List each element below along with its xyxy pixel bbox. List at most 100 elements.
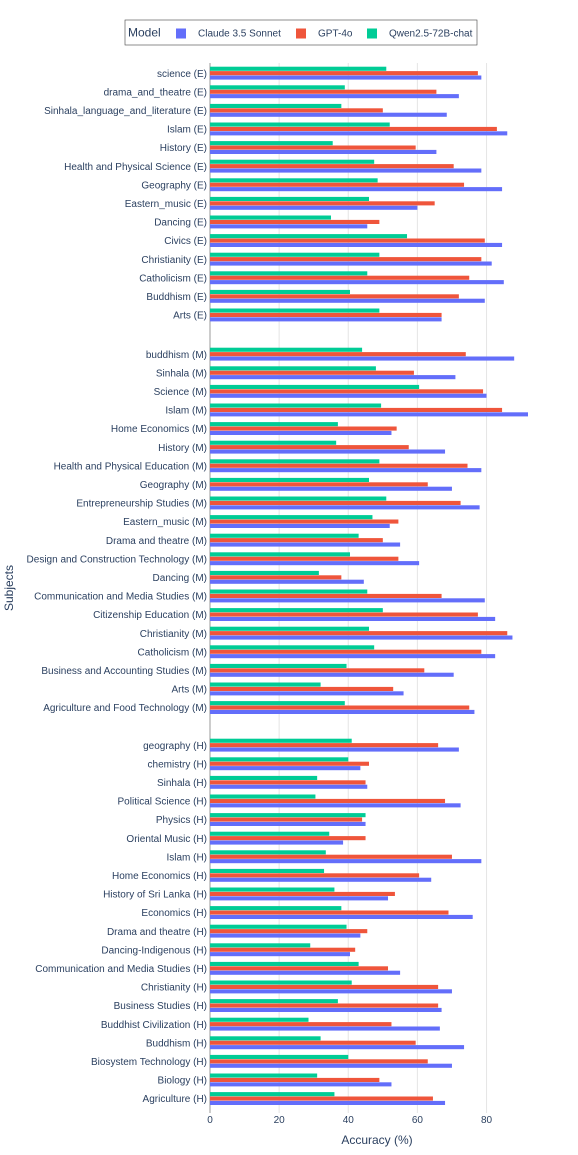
y-tick-label-home-economics-h: Home Economics (H) [112, 871, 207, 882]
legend-title: Model [128, 26, 161, 40]
y-tick-label-history-m: History (M) [158, 443, 207, 454]
bar-claude-3-5-sonnet-christianity-e [210, 261, 492, 266]
y-tick-label-health-and-physical-education-m: Health and Physical Education (M) [54, 461, 207, 472]
y-tick-label-catholicism-e: Catholicism (E) [139, 273, 207, 284]
bar-claude-3-5-sonnet-civics-e [210, 242, 503, 247]
y-tick-label-drama-and-theatre-e: drama_and_theatre (E) [104, 87, 207, 98]
bar-claude-3-5-sonnet-eastern-music-m [210, 523, 390, 528]
bar-qwen2-5-72b-chat-islam-e [210, 122, 390, 127]
bar-qwen2-5-72b-chat-history-e [210, 141, 333, 146]
bar-claude-3-5-sonnet-design-and-construction-technology-m [210, 561, 420, 566]
bar-claude-3-5-sonnet-eastern-music-e [210, 205, 418, 210]
y-tick-label-political-science-h: Political Science (H) [118, 797, 207, 808]
bar-gpt-4o-islam-e [210, 126, 497, 131]
bar-gpt-4o-dancing-indigenous-h [210, 947, 356, 952]
y-tick-label-history-e: History (E) [160, 143, 207, 154]
y-tick-label-buddhist-civilization-h: Buddhist Civilization (H) [101, 1020, 207, 1031]
bar-gpt-4o-buddhist-civilization-h [210, 1022, 392, 1027]
y-tick-label-dancing-indigenous-h: Dancing-Indigenous (H) [101, 945, 207, 956]
y-tick-label-arts-m: Arts (M) [171, 685, 207, 696]
bar-qwen2-5-72b-chat-drama-and-theatre-m [210, 533, 359, 538]
y-tick-label-eastern-music-e: Eastern_music (E) [125, 199, 207, 210]
y-tick-label-communication-and-media-studies-h: Communication and Media Studies (H) [35, 964, 207, 975]
bar-gpt-4o-history-e [210, 145, 416, 150]
bar-claude-3-5-sonnet-dancing-indigenous-h [210, 952, 350, 957]
bar-gpt-4o-islam-m [210, 407, 503, 412]
bar-qwen2-5-72b-chat-islam-m [210, 403, 382, 408]
bar-claude-3-5-sonnet-science-e [210, 75, 482, 80]
bar-gpt-4o-dancing-m [210, 575, 342, 580]
bar-claude-3-5-sonnet-arts-e [210, 317, 442, 322]
bar-gpt-4o-entrepreneurship-studies-m [210, 500, 461, 505]
bar-gpt-4o-dancing-e [210, 219, 380, 224]
y-tick-label-geography-e: Geography (E) [141, 180, 207, 191]
bar-qwen2-5-72b-chat-geography-e [210, 178, 378, 183]
bar-gpt-4o-islam-h [210, 854, 452, 859]
bar-qwen2-5-72b-chat-business-and-accounting-studies-m [210, 663, 347, 668]
bar-claude-3-5-sonnet-home-economics-h [210, 877, 432, 882]
bar-qwen2-5-72b-chat-history-m [210, 440, 337, 445]
y-tick-label-christianity-e: Christianity (E) [141, 255, 207, 266]
bar-qwen2-5-72b-chat-dancing-indigenous-h [210, 943, 311, 948]
bar-qwen2-5-72b-chat-communication-and-media-studies-m [210, 589, 368, 594]
bar-qwen2-5-72b-chat-catholicism-m [210, 645, 375, 650]
y-tick-label-islam-m: Islam (M) [165, 406, 207, 417]
bar-claude-3-5-sonnet-dancing-e [210, 224, 368, 229]
bar-claude-3-5-sonnet-biology-h [210, 1082, 392, 1087]
y-tick-label-home-economics-m: Home Economics (M) [111, 424, 207, 435]
y-axis-title: Subjects [2, 565, 16, 611]
bar-qwen2-5-72b-chat-dancing-e [210, 215, 331, 220]
bar-gpt-4o-science-m [210, 389, 484, 394]
bar-qwen2-5-72b-chat-biosystem-technology-h [210, 1054, 349, 1059]
bar-qwen2-5-72b-chat-christianity-m [210, 626, 369, 631]
bar-claude-3-5-sonnet-catholicism-e [210, 280, 504, 285]
bar-qwen2-5-72b-chat-geography-h [210, 738, 352, 743]
y-tick-label-geography-m: Geography (M) [140, 480, 207, 491]
bar-qwen2-5-72b-chat-arts-m [210, 682, 321, 687]
bar-gpt-4o-oriental-music-h [210, 836, 366, 841]
bar-claude-3-5-sonnet-oriental-music-h [210, 840, 344, 845]
y-tick-label-sinhala-language-and-literature-e: Sinhala_language_and_literature (E) [44, 106, 207, 117]
y-tick-label-business-and-accounting-studies-m: Business and Accounting Studies (M) [41, 666, 207, 677]
bar-gpt-4o-sinhala-language-and-literature-e [210, 108, 383, 113]
x-tick-label: 40 [343, 1115, 355, 1126]
y-tick-label-chemistry-h: chemistry (H) [148, 759, 207, 770]
bar-claude-3-5-sonnet-dancing-m [210, 579, 364, 584]
bar-qwen2-5-72b-chat-business-studies-h [210, 999, 338, 1004]
bar-claude-3-5-sonnet-health-and-physical-education-m [210, 468, 482, 473]
legend-label-qwen2-5-72b-chat: Qwen2.5-72B-chat [389, 29, 473, 40]
bar-gpt-4o-christianity-h [210, 984, 439, 989]
bar-claude-3-5-sonnet-islam-e [210, 131, 508, 136]
legend-label-gpt-4o: GPT-4o [318, 29, 353, 40]
y-tick-label-drama-and-theatre-h: Drama and theatre (H) [107, 927, 207, 938]
y-tick-label-biology-h: Biology (H) [158, 1076, 207, 1087]
bar-gpt-4o-geography-m [210, 482, 428, 487]
bar-qwen2-5-72b-chat-eastern-music-m [210, 515, 373, 520]
bar-qwen2-5-72b-chat-christianity-e [210, 252, 380, 257]
bar-qwen2-5-72b-chat-agriculture-and-food-technology-m [210, 701, 345, 706]
y-tick-label-business-studies-h: Business Studies (H) [114, 1001, 207, 1012]
x-tick-label: 80 [481, 1115, 493, 1126]
y-tick-label-design-and-construction-technology-m: Design and Construction Technology (M) [27, 554, 207, 565]
x-tick-label: 0 [207, 1115, 213, 1126]
bar-gpt-4o-catholicism-m [210, 649, 482, 654]
bar-qwen2-5-72b-chat-oriental-music-h [210, 831, 330, 836]
bar-claude-3-5-sonnet-history-of-sri-lanka-h [210, 896, 389, 901]
y-tick-label-christianity-m: Christianity (M) [140, 629, 207, 640]
y-tick-label-science-e: science (E) [157, 69, 207, 80]
bar-qwen2-5-72b-chat-science-m [210, 384, 420, 389]
y-tick-label-eastern-music-m: Eastern_music (M) [123, 517, 207, 528]
y-tick-label-oriental-music-h: Oriental Music (H) [126, 834, 207, 845]
bar-claude-3-5-sonnet-entrepreneurship-studies-m [210, 505, 480, 510]
legend: Model Claude 3.5 Sonnet GPT-4o Qwen2.5-72B… [124, 19, 478, 46]
y-tick-label-islam-e: Islam (E) [167, 125, 207, 136]
y-tick-label-biosystem-technology-h: Biosystem Technology (H) [91, 1057, 207, 1068]
bar-gpt-4o-business-studies-h [210, 1003, 439, 1008]
bar-claude-3-5-sonnet-buddhist-civilization-h [210, 1026, 440, 1031]
bar-gpt-4o-eastern-music-m [210, 519, 399, 524]
y-tick-label-buddhism-h: Buddhism (H) [146, 1038, 207, 1049]
bar-claude-3-5-sonnet-communication-and-media-studies-h [210, 970, 401, 975]
y-tick-label-christianity-h: Christianity (H) [141, 983, 207, 994]
bar-claude-3-5-sonnet-political-science-h [210, 803, 461, 808]
y-tick-label-economics-h: Economics (H) [141, 908, 207, 919]
